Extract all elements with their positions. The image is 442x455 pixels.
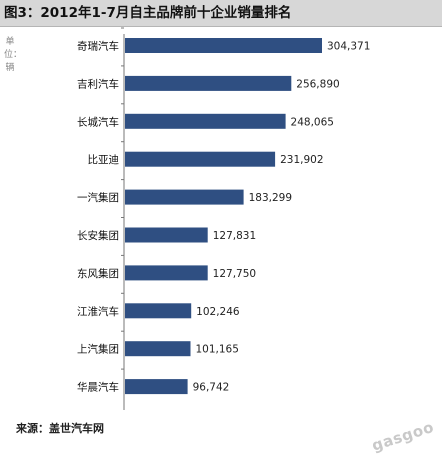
bar bbox=[125, 379, 188, 395]
category-label: 吉利汽车 bbox=[77, 77, 119, 90]
source-note: 来源：盖世汽车网 bbox=[16, 422, 104, 435]
category-label: 长安集团 bbox=[77, 229, 119, 242]
bar bbox=[125, 189, 244, 205]
bar bbox=[125, 303, 192, 319]
category-label: 上汽集团 bbox=[77, 343, 119, 356]
bar bbox=[125, 75, 292, 91]
bar bbox=[125, 227, 208, 243]
value-label: 101,165 bbox=[195, 344, 238, 356]
unit-label: 单位：辆 bbox=[4, 37, 23, 73]
value-label: 102,246 bbox=[196, 306, 240, 318]
bar-chart: 奇瑞汽车 304,371 吉利汽车 256,890 长城汽车 248,065 比亚迪 231,… bbox=[77, 27, 370, 410]
chart-title: 图3：2012年1-7月自主品牌前十企业销量排名 bbox=[0, 0, 442, 27]
value-label: 183,299 bbox=[249, 192, 292, 204]
category-label: 长城汽车 bbox=[77, 115, 119, 128]
category-label: 东风集团 bbox=[77, 267, 119, 280]
category-label: 华晨汽车 bbox=[77, 381, 119, 394]
value-label: 256,890 bbox=[296, 78, 339, 90]
category-label: 奇瑞汽车 bbox=[77, 40, 119, 53]
value-label: 231,902 bbox=[280, 154, 323, 166]
category-label: 一汽集团 bbox=[77, 191, 119, 204]
category-label: 江淮汽车 bbox=[77, 305, 119, 318]
bar bbox=[125, 265, 208, 281]
value-label: 127,831 bbox=[213, 230, 256, 242]
value-label: 127,750 bbox=[213, 268, 256, 280]
bar bbox=[125, 341, 191, 357]
value-label: 304,371 bbox=[327, 41, 370, 53]
value-label: 248,065 bbox=[291, 116, 334, 128]
bar bbox=[125, 38, 322, 53]
bar bbox=[125, 113, 286, 129]
category-label: 比亚迪 bbox=[88, 153, 120, 166]
bar bbox=[125, 151, 276, 167]
value-label: 96,742 bbox=[193, 382, 230, 394]
